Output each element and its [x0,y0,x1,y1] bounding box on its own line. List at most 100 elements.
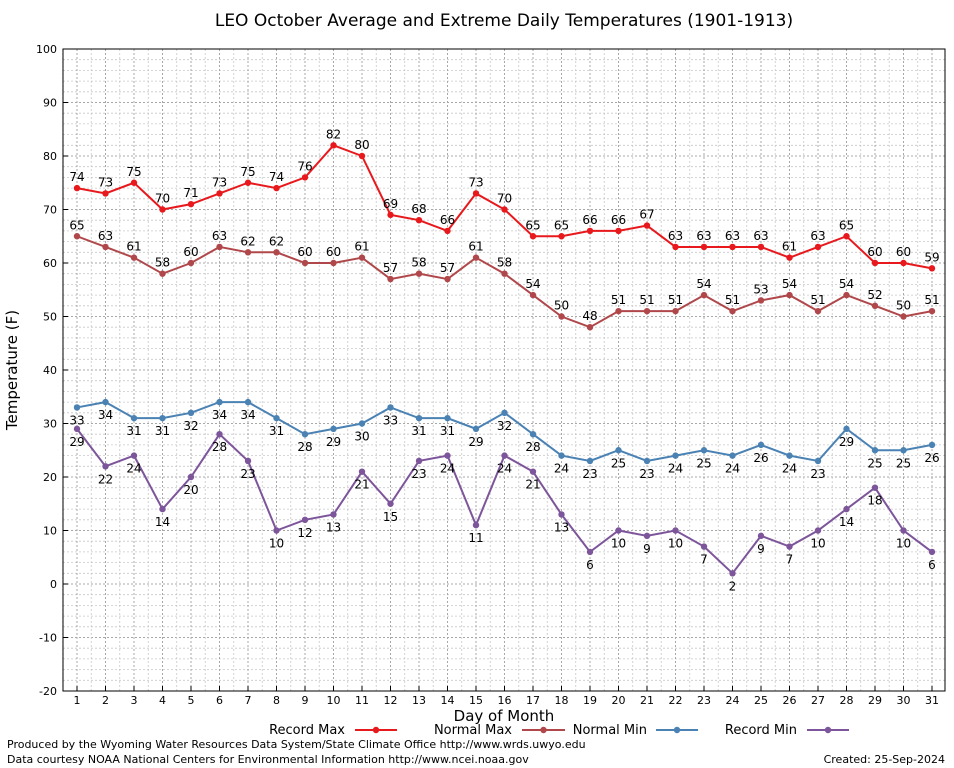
data-point [700,243,708,251]
data-label: 25 [896,456,911,470]
data-point [871,484,879,491]
data-label: 74 [69,170,84,184]
data-label: 2 [729,579,737,593]
data-point [672,527,679,534]
data-label: 13 [554,520,569,534]
data-label: 23 [411,467,426,481]
data-point [928,307,936,315]
data-point [558,511,565,518]
data-label: 10 [896,537,911,551]
data-point [73,184,81,192]
data-label: 10 [269,537,284,551]
x-tick-label: 6 [216,694,223,707]
data-label: 31 [126,424,141,438]
data-label: 51 [668,293,683,307]
data-label: 62 [269,234,284,248]
x-tick-label: 30 [897,694,911,707]
data-point [330,259,337,267]
data-label: 10 [810,537,825,551]
data-label: 20 [183,483,198,497]
data-label: 24 [782,462,797,476]
data-label: 60 [297,245,312,259]
data-label: 24 [668,462,683,476]
data-label: 67 [639,208,654,222]
data-point [900,527,907,534]
data-point [586,227,594,235]
data-label: 61 [782,240,797,254]
x-tick-label: 3 [131,694,138,707]
data-point [358,152,366,160]
data-label: 63 [810,229,825,243]
y-tick-label: -20 [39,685,57,698]
footer-created-date: Created: 25-Sep-2024 [824,753,945,766]
data-point [130,254,138,261]
data-point [729,452,736,459]
data-point [843,425,850,433]
x-tick-label: 15 [469,694,483,707]
data-label: 74 [269,170,284,184]
data-label: 28 [212,440,227,454]
data-label: 82 [326,127,341,141]
data-point [358,420,366,427]
data-point [615,307,622,315]
data-label: 24 [497,462,512,476]
data-point [586,324,594,331]
data-label: 23 [582,467,597,481]
x-tick-label: 24 [726,694,740,707]
data-point [216,431,223,438]
data-point [814,527,822,534]
data-label: 62 [240,234,255,248]
x-tick-label: 22 [669,694,683,707]
data-point [814,457,822,465]
x-tick-label: 1 [74,694,81,707]
y-tick-label: 0 [50,578,57,591]
y-tick-label: 50 [43,311,57,324]
legend-label: Normal Min [573,723,647,738]
data-label: 63 [753,229,768,243]
data-point [102,463,109,470]
data-point [843,291,850,299]
x-tick-label: 14 [441,694,455,707]
data-point [415,457,423,465]
data-point [643,307,651,315]
data-label: 50 [896,299,911,313]
data-label: 6 [586,558,594,572]
data-label: 60 [896,245,911,259]
data-point [415,217,423,224]
data-point [273,249,280,256]
data-label: 66 [611,213,626,227]
data-point [729,307,736,315]
data-point [444,227,451,235]
legend: Record Max Normal Max Normal Min Record Min [269,723,849,738]
x-tick-label: 5 [188,694,195,707]
data-point [130,414,138,422]
data-label: 75 [126,165,141,179]
data-point [102,398,109,406]
data-point [843,505,850,513]
x-tick-label: 21 [640,694,654,707]
data-label: 69 [383,197,398,211]
x-tick-label: 29 [868,694,882,707]
data-point [102,243,109,251]
data-point [757,243,765,251]
data-point [729,570,736,577]
x-tick-label: 2 [102,694,109,707]
x-tick-label: 17 [526,694,540,707]
legend-marker [673,726,681,734]
data-label: 30 [354,430,369,444]
data-label: 25 [696,456,711,470]
data-label: 63 [696,229,711,243]
data-point [529,291,537,299]
data-point [358,254,366,261]
data-point [415,270,423,277]
data-label: 80 [354,138,369,152]
data-point [871,259,879,267]
data-label: 58 [497,256,512,270]
data-point [900,259,907,267]
data-label: 28 [297,440,312,454]
data-label: 11 [468,531,483,545]
data-point [244,457,252,465]
data-label: 54 [696,277,711,291]
y-tick-label: 100 [36,43,57,56]
